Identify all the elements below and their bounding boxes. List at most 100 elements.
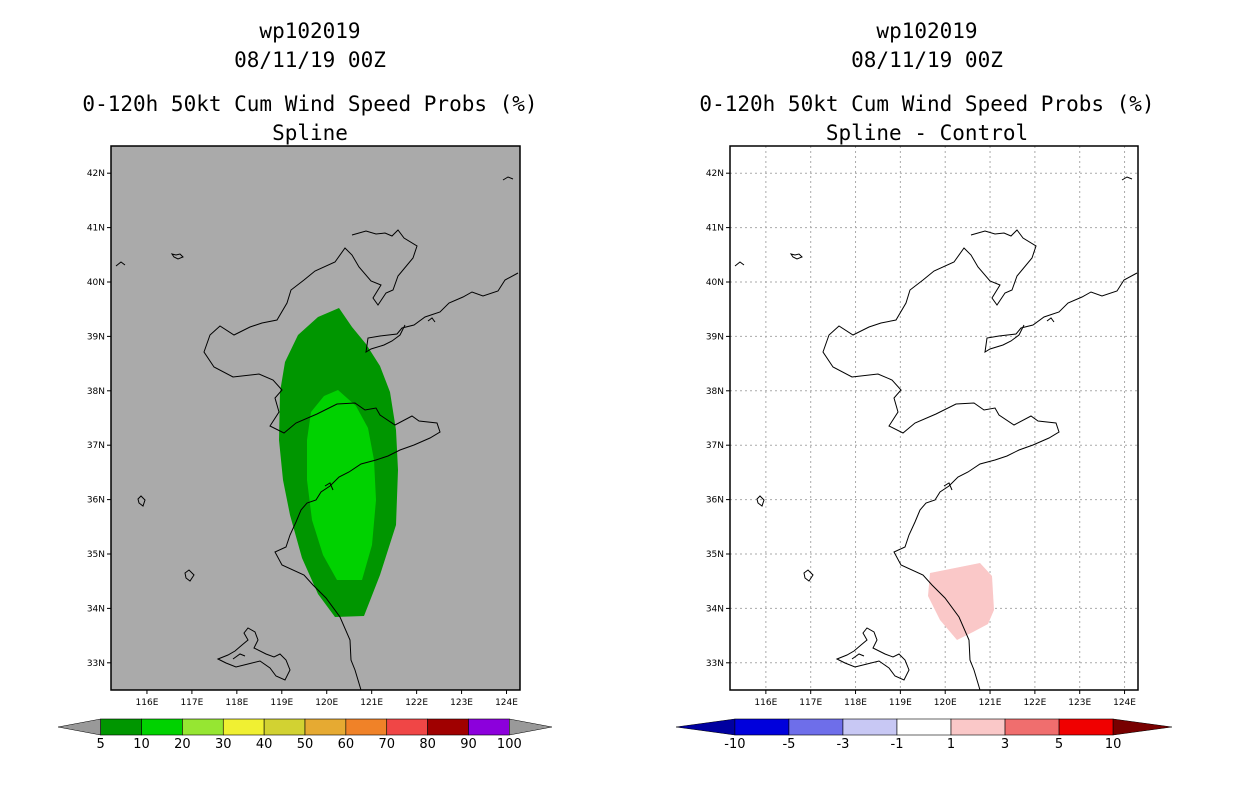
right-product-title: 0-120h 50kt Cum Wind Speed Probs (%) bbox=[699, 92, 1155, 116]
right-colorbar: -10 -5 -3 -1 1 3 5 10 bbox=[675, 718, 1173, 752]
lon-tick-label: 117E bbox=[180, 698, 203, 708]
right-title-block: wp102019 08/11/19 00Z 0-120h 50kt Cum Wi… bbox=[677, 17, 1177, 148]
colorbar-segment bbox=[304, 718, 347, 736]
colorbar-label: 20 bbox=[174, 737, 191, 752]
colorbar-label: 30 bbox=[215, 737, 232, 752]
right-storm-id: wp102019 bbox=[876, 19, 978, 43]
colorbar-segment bbox=[896, 718, 952, 736]
lat-tick-label: 34N bbox=[706, 604, 724, 614]
colorbar-segment bbox=[427, 718, 469, 736]
lat-tick-label: 33N bbox=[706, 659, 724, 669]
lon-tick-label: 122E bbox=[405, 698, 428, 708]
lon-tick-label: 118E bbox=[225, 698, 248, 708]
lat-tick-label: 38N bbox=[87, 387, 105, 397]
lat-tick-label: 34N bbox=[87, 604, 105, 614]
right-subtitle: Spline - Control bbox=[825, 121, 1029, 145]
colorbar-segment bbox=[842, 718, 898, 736]
lon-tick-label: 116E bbox=[754, 698, 777, 708]
lat-tick-label: 40N bbox=[87, 278, 105, 288]
colorbar-label: 100 bbox=[497, 737, 522, 752]
lon-tick-label: 118E bbox=[844, 698, 867, 708]
lat-tick-label: 42N bbox=[706, 169, 724, 179]
lat-tick-label: 37N bbox=[706, 441, 724, 451]
left-map-frame bbox=[110, 145, 521, 691]
lat-tick-label: 33N bbox=[87, 659, 105, 669]
lon-tick-label: 123E bbox=[1068, 698, 1091, 708]
colorbar-segment bbox=[1004, 718, 1060, 736]
right-map: 116E 117E 118E 119E 120E 121E 122E 123E 124E 33N 3… bbox=[706, 145, 1139, 708]
colorbar-label: 10 bbox=[133, 737, 150, 752]
colorbar-segment bbox=[468, 718, 510, 736]
left-title-block: wp102019 08/11/19 00Z 0-120h 50kt Cum Wi… bbox=[60, 17, 560, 148]
colorbar-left-arrow bbox=[675, 718, 736, 736]
colorbar-segment bbox=[788, 718, 844, 736]
colorbar-right-arrow bbox=[1112, 718, 1173, 736]
right-gridlines bbox=[730, 146, 1138, 690]
colorbar-segment bbox=[141, 718, 183, 736]
colorbar-right-arrow bbox=[509, 718, 553, 736]
right-date: 08/11/19 00Z bbox=[851, 48, 1003, 72]
lon-tick-label: 124E bbox=[1113, 698, 1136, 708]
lon-tick-label: 121E bbox=[979, 698, 1002, 708]
lon-tick-label: 123E bbox=[450, 698, 473, 708]
lat-tick-label: 35N bbox=[706, 550, 724, 560]
lat-tick-label: 41N bbox=[706, 224, 724, 234]
lon-tick-label: 124E bbox=[495, 698, 518, 708]
colorbar-label: 3 bbox=[1001, 737, 1009, 752]
prob-contour-inner bbox=[307, 390, 376, 580]
lon-tick-label: 117E bbox=[799, 698, 822, 708]
colorbar-label: -10 bbox=[724, 737, 745, 752]
colorbar-label: 5 bbox=[1055, 737, 1063, 752]
lat-tick-label: 41N bbox=[87, 224, 105, 234]
left-storm-id: wp102019 bbox=[259, 19, 361, 43]
colorbar-segment bbox=[734, 718, 790, 736]
lon-tick-label: 119E bbox=[889, 698, 912, 708]
colorbar-segment bbox=[1058, 718, 1114, 736]
lat-tick-label: 36N bbox=[87, 496, 105, 506]
colorbar-segment bbox=[950, 718, 1006, 736]
left-date: 08/11/19 00Z bbox=[234, 48, 386, 72]
colorbar-label: 80 bbox=[419, 737, 436, 752]
diff-contour bbox=[928, 563, 994, 640]
lon-tick-label: 120E bbox=[934, 698, 957, 708]
colorbar-segment bbox=[263, 718, 306, 736]
lat-tick-label: 39N bbox=[706, 332, 724, 342]
left-product-title: 0-120h 50kt Cum Wind Speed Probs (%) bbox=[82, 92, 538, 116]
colorbar-label: -5 bbox=[782, 737, 795, 752]
lat-tick-label: 39N bbox=[87, 332, 105, 342]
colorbar-label: 50 bbox=[297, 737, 314, 752]
lat-tick-label: 36N bbox=[706, 496, 724, 506]
colorbar-label: 60 bbox=[338, 737, 355, 752]
colorbar-label: 10 bbox=[1105, 737, 1122, 752]
lat-tick-label: 35N bbox=[87, 550, 105, 560]
colorbar-label: 5 bbox=[97, 737, 105, 752]
lon-tick-label: 122E bbox=[1023, 698, 1046, 708]
right-map-frame bbox=[729, 145, 1139, 691]
lon-tick-label: 121E bbox=[360, 698, 383, 708]
colorbar-label: 90 bbox=[460, 737, 477, 752]
colorbar-segment bbox=[222, 718, 265, 736]
colorbar-segment bbox=[386, 718, 428, 736]
colorbar-label: 40 bbox=[256, 737, 273, 752]
colorbar-label: -3 bbox=[836, 737, 849, 752]
left-subtitle: Spline bbox=[272, 121, 348, 145]
lat-tick-label: 42N bbox=[87, 169, 105, 179]
colorbar-label: -1 bbox=[891, 737, 904, 752]
left-axis-ticks: 116E 117E 118E 119E 120E 121E 122E 123E 124E 33N 3… bbox=[87, 169, 518, 708]
lon-tick-label: 116E bbox=[136, 698, 159, 708]
lat-tick-label: 37N bbox=[87, 441, 105, 451]
right-axis-ticks: 116E 117E 118E 119E 120E 121E 122E 123E 124E 33N 3… bbox=[706, 169, 1136, 708]
lat-tick-label: 40N bbox=[706, 278, 724, 288]
left-map: 116E 117E 118E 119E 120E 121E 122E 123E 124E 33N 3… bbox=[87, 145, 521, 708]
colorbar-label: 1 bbox=[947, 737, 955, 752]
colorbar-segment bbox=[182, 718, 224, 736]
colorbar-segment bbox=[345, 718, 388, 736]
colorbar-label: 70 bbox=[378, 737, 395, 752]
lat-tick-label: 38N bbox=[706, 387, 724, 397]
colorbar-left-arrow bbox=[57, 718, 101, 736]
colorbar-segment bbox=[100, 718, 142, 736]
lon-tick-label: 119E bbox=[270, 698, 293, 708]
left-colorbar: 5 10 20 30 40 50 60 70 80 90 100 bbox=[57, 718, 553, 752]
lon-tick-label: 120E bbox=[315, 698, 338, 708]
